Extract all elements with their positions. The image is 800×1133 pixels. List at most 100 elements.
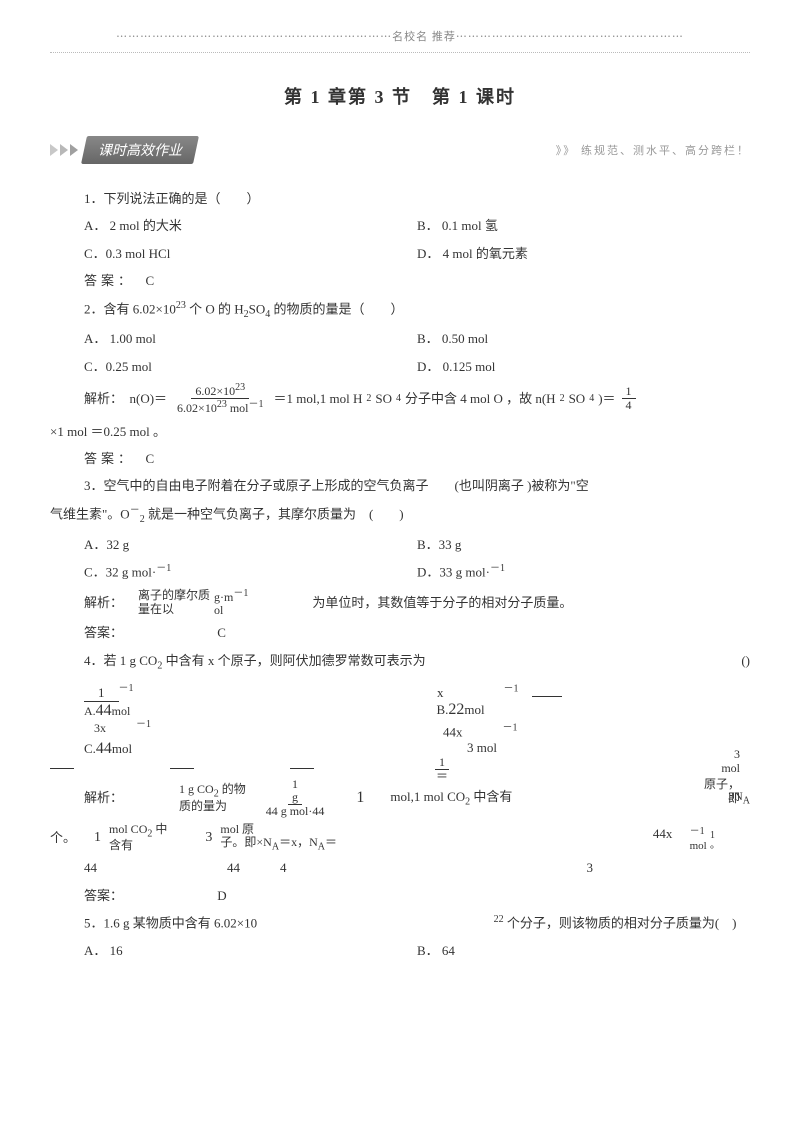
- q3-ans-v: C: [217, 625, 226, 640]
- q4-a-unit: mol: [112, 704, 131, 718]
- q2-frac-den: 6.02×1023 mol－1: [173, 399, 267, 415]
- q3-expl-u1t: g·m: [214, 590, 233, 604]
- q3-expl-t1: 离子的摩尔质: [138, 589, 210, 602]
- q4-paren: (): [741, 649, 750, 672]
- q2-expl-sub-a: 2: [366, 390, 371, 408]
- q1-options-ab: A． 2 mol 的大米 B． 0.1 mol 氢: [50, 214, 750, 237]
- q2-options-ab: A． 1.00 mol B． 0.50 mol: [50, 327, 750, 350]
- q4-l5-44x: 44x: [653, 826, 673, 841]
- q4-l5t: mol CO: [109, 822, 147, 836]
- q4-stem-pre: 4．若 1 g CO: [84, 653, 157, 668]
- q2-answer: 答案： C: [50, 447, 750, 470]
- q1-stem: 1．下列说法正确的是（ ）: [50, 187, 750, 210]
- q2-stem-mid: 个 O 的 H: [186, 301, 244, 316]
- q4-l5-m-block: mol 原 子。即×NA＝x，NA＝: [220, 823, 337, 853]
- q4-a-sup: －1: [119, 683, 134, 694]
- banner-right-arrows: 》》: [556, 145, 577, 157]
- q2-opt-b: B． 0.50 mol: [417, 327, 750, 350]
- q2-tail: ×1 mol ＝0.25 mol 。: [50, 420, 750, 443]
- q4-cfrac-den: ＝: [432, 770, 452, 783]
- q4-expl-block: 1 g CO2 的物 质的量为: [179, 783, 246, 813]
- q4-b-extra-sup: －1: [503, 724, 518, 739]
- q2-rfrac: 1 4: [622, 385, 636, 412]
- q4-a-extra-sup-t: －1: [136, 719, 151, 730]
- q3-opt-d: D．33 g mol·－1: [417, 560, 750, 584]
- q1-opt-c: C．0.3 mol HCl: [84, 242, 417, 265]
- q3-options-cd: C．32 g mol·－1 D．33 g mol·－1: [50, 560, 750, 584]
- q4-mid: 1: [356, 784, 364, 813]
- banner-right-text: 练规范、测水平、高分跨栏！: [581, 145, 750, 157]
- q4-l5-right: 44x －1 mol 1 。: [653, 822, 720, 852]
- q4-l5-3: 3: [205, 825, 212, 850]
- q2-rfrac-den: 4: [622, 399, 636, 412]
- q2-frac-num: 6.02×1023: [191, 382, 249, 399]
- spacer: [50, 758, 750, 770]
- q3-expl-l: 解析：: [84, 591, 138, 614]
- q4-l5m2-row: 子。即×NA＝x，NA＝: [220, 836, 337, 852]
- q4-l5a: 个。: [50, 826, 76, 849]
- q4-opt-c: C.44mol: [84, 740, 367, 758]
- q4-expl-t-row: 1 g CO2 的物: [179, 783, 246, 799]
- q1-opt-d: D． 4 mol 的氧元素: [417, 242, 750, 265]
- banner-right: 》》 练规范、测水平、高分跨栏！: [556, 142, 750, 158]
- q4-expl-dash2: [170, 768, 194, 769]
- q4-a-num: 1: [84, 685, 119, 702]
- q4-expl-t: 1 g CO: [179, 782, 214, 796]
- q4-l5-neg: －1: [690, 827, 707, 842]
- q4-expl-dash3: [290, 768, 314, 769]
- q4-l6-4: 4: [280, 856, 287, 879]
- section-banner: 课时高效作业 》》 练规范、测水平、高分跨栏！: [50, 133, 750, 167]
- q4-b-sup-wrap: －1: [504, 685, 519, 700]
- q3-expl-r: 为单位时，其数值等于分子的相对分子质量。: [312, 591, 572, 614]
- q2-opt-a: A． 1.00 mol: [84, 327, 417, 350]
- q4-answer: 答案： D: [50, 884, 750, 907]
- q4-a-den: 44: [96, 702, 112, 719]
- q4-opt-b: x－1 B.22mol 44x－1: [417, 679, 750, 740]
- q2-options-cd: C．0.25 mol D． 0.125 mol: [50, 355, 750, 378]
- q4-expl-f1: 1g 44 g mol·44: [262, 778, 329, 819]
- q2-frac-den-sup: 23: [217, 399, 227, 410]
- q3-opt-d-sup: －1: [490, 563, 505, 574]
- q4-f1-num: 1g: [288, 778, 302, 805]
- q4-expl-cfrac-inner: 1＝: [432, 756, 452, 783]
- q4-l6-44a: 44: [84, 856, 97, 879]
- q4-c-unit: mol: [112, 741, 132, 756]
- q4-f1n2: g: [292, 790, 298, 804]
- q3-expl-mid: 离子的摩尔质 量在以: [138, 589, 210, 615]
- q2-rfrac-num: 1: [622, 385, 636, 399]
- q4-l6-44b: 44: [227, 856, 240, 879]
- q3-expl-t2: 量在以: [138, 603, 210, 616]
- q4-expl-l: 解析：: [84, 786, 123, 809]
- q4-l6-3: 3: [587, 856, 594, 879]
- q4-b-num: 22: [448, 701, 464, 718]
- q1-opt-b: B． 0.1 mol 氢: [417, 214, 750, 237]
- banner-arrows-left: [50, 144, 78, 156]
- q2-expl-mid5: )＝: [598, 387, 615, 410]
- q3-opt-b: B．33 g: [417, 533, 750, 556]
- q4-rA: A: [743, 795, 750, 806]
- q4-options-row2: C.44mol 3 mol: [50, 740, 750, 758]
- q2-frac-num-t: 6.02×10: [195, 384, 235, 398]
- q4-b-unit: mol: [464, 702, 484, 717]
- q4-f1n: 1: [292, 777, 298, 791]
- q3-expl-unit: g·m－1 ol: [214, 588, 248, 617]
- banner-badge: 课时高效作业: [81, 136, 199, 164]
- q4-l5-dot: 。: [710, 841, 720, 851]
- q5-stem-pre: 5．1.6 g 某物质中含有 6.02×10: [84, 916, 257, 931]
- q3-opt-a: A．32 g: [84, 533, 417, 556]
- banner-badge-text: 课时高效作业: [98, 140, 182, 160]
- q4-options-row1: 1－1 A.44mol 3x－1 x－1 B.22mol 44x－1: [50, 679, 750, 740]
- q4-l5x: ×N: [256, 835, 271, 849]
- q4-l5-molcol: －1 mol: [690, 827, 707, 853]
- q4-cfrac-num: 1: [435, 756, 449, 770]
- q5-stem: 5．1.6 g 某物质中含有 6.02×10 22 个分子，则该物质的相对分子质…: [50, 911, 750, 935]
- q3-expl-u1s: －1: [233, 588, 248, 599]
- q2-expl-so4a: SO: [375, 387, 392, 410]
- q4-l5t2: 中: [152, 822, 167, 836]
- q3-line1: 3．空气中的自由电子附着在分子或原子上形成的空气负离子 (也叫阴离子 )被称为"…: [50, 474, 750, 497]
- q4-a-extra-sup: －1: [136, 721, 151, 735]
- q4-expl-line4: 44 44 4 3: [50, 856, 750, 879]
- q2-expl-pre: 解析： n(O)＝: [84, 387, 167, 410]
- q4-stem: 4．若 1 g CO2 中含有 x 个原子，则阿伏加德罗常数可表示为 (): [50, 649, 750, 676]
- q4-a-extra: 3x: [94, 721, 106, 735]
